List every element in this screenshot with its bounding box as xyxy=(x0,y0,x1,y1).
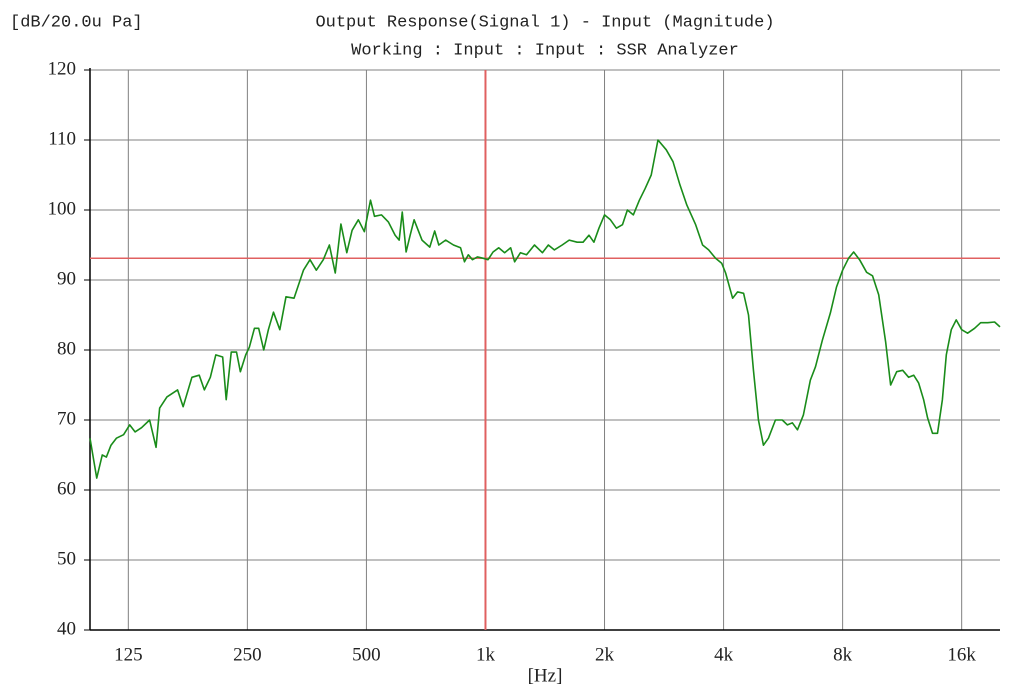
y-axis-label: [dB/20.0u Pa] xyxy=(10,13,143,32)
chart-subtitle: Working : Input : Input : SSR Analyzer xyxy=(351,41,739,60)
x-axis-label: [Hz] xyxy=(528,665,563,686)
data-line xyxy=(89,139,1001,479)
x-tick-label: 8k xyxy=(833,644,853,665)
y-tick-label: 120 xyxy=(48,58,77,79)
x-tick-label: 4k xyxy=(714,644,734,665)
y-tick-label: 100 xyxy=(48,198,77,219)
y-tick-label: 40 xyxy=(57,618,76,639)
y-tick-label: 70 xyxy=(57,408,76,429)
x-tick-label: 125 xyxy=(114,644,143,665)
x-tick-label: 2k xyxy=(595,644,615,665)
y-tick-label: 50 xyxy=(57,548,76,569)
y-tick-label: 60 xyxy=(57,478,76,499)
x-tick-label: 250 xyxy=(233,644,262,665)
x-tick-label: 1k xyxy=(476,644,496,665)
chart-title: Output Response(Signal 1) - Input (Magni… xyxy=(315,13,774,32)
y-tick-label: 90 xyxy=(57,268,76,289)
x-tick-label: 500 xyxy=(352,644,381,665)
x-tick-label: 16k xyxy=(947,644,976,665)
y-tick-label: 110 xyxy=(48,128,76,149)
y-tick-label: 80 xyxy=(57,338,76,359)
